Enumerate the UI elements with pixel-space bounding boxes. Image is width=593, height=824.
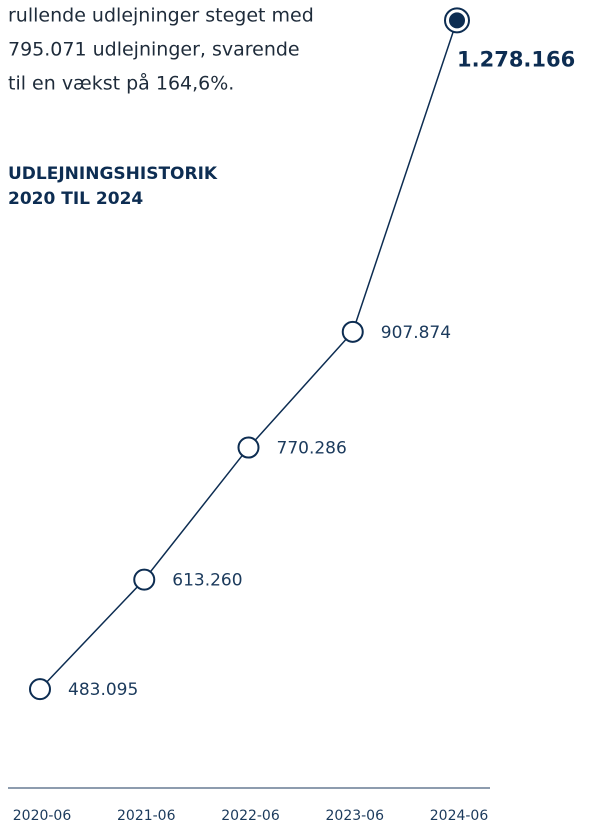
- x-tick-label: 2020-06: [13, 808, 72, 824]
- x-tick-label: 2024-06: [430, 808, 489, 824]
- value-label: 483.095: [68, 680, 138, 700]
- value-label: 613.260: [172, 571, 242, 591]
- chart-title: 2020 TIL 2024: [8, 189, 143, 209]
- point: [237, 436, 260, 459]
- value-label: 770.286: [277, 439, 347, 459]
- chart-title: UDLEJNINGSHISTORIK: [8, 164, 218, 184]
- value-label: 907.874: [381, 323, 451, 343]
- x-tick-label: 2022-06: [221, 808, 280, 824]
- paragraph-line: rullende udlejninger steget med: [8, 5, 314, 27]
- point: [341, 320, 364, 343]
- point: [133, 568, 156, 591]
- point: [449, 12, 465, 29]
- line: [39, 20, 458, 690]
- paragraph-line: til en vækst på 164,6%.: [8, 72, 234, 95]
- x-tick-label: 2021-06: [117, 808, 176, 824]
- paragraph-line: 795.071 udlejninger, svarende: [8, 39, 300, 61]
- x-tick-label: 2023-06: [326, 808, 385, 824]
- point: [29, 678, 51, 701]
- value-label: 1.278.166: [457, 47, 575, 71]
